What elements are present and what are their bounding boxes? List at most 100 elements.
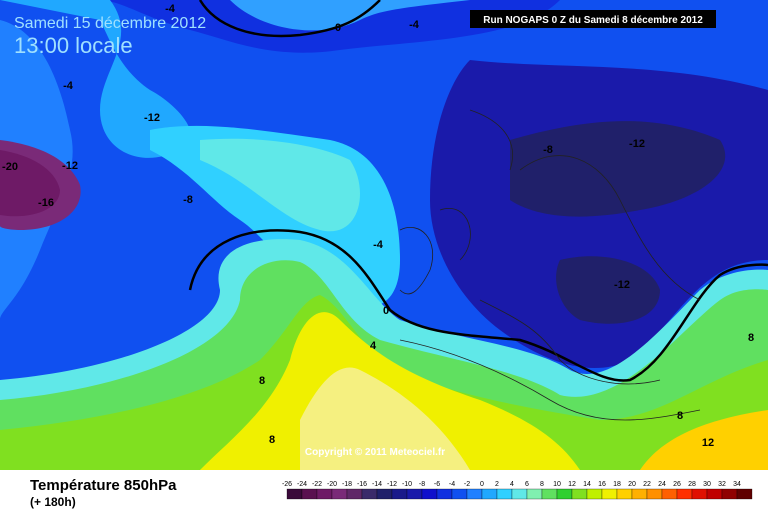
- scale-swatch: [601, 488, 618, 500]
- field-region: [300, 367, 470, 470]
- scale-swatch: [661, 488, 678, 500]
- contour-label: 8: [269, 434, 275, 446]
- scale-label: 22: [643, 481, 651, 488]
- scale-swatch: [361, 488, 378, 500]
- run-info: Run NOGAPS 0 Z du Samedi 8 décembre 2012: [483, 15, 703, 26]
- zero-isotherm: [198, 0, 381, 38]
- contour-label: -8: [183, 194, 193, 206]
- field-region: [510, 121, 726, 217]
- field-region: [200, 138, 360, 232]
- scale-swatch: [406, 488, 423, 500]
- scale-label: -4: [449, 481, 455, 488]
- scale-swatch: [646, 488, 663, 500]
- scale-label: -18: [342, 481, 352, 488]
- scale-label: 34: [733, 481, 741, 488]
- scale-swatch: [496, 488, 513, 500]
- scale-label: -20: [327, 481, 337, 488]
- scale-swatch: [706, 488, 723, 500]
- forecast-date: Samedi 15 décembre 2012: [14, 15, 206, 32]
- contour-label: -20: [2, 161, 18, 173]
- run-box: [470, 10, 716, 28]
- forecast-time: 13:00 locale: [14, 33, 133, 58]
- scale-label: -10: [402, 481, 412, 488]
- contour-label: -12: [614, 279, 630, 291]
- scale-label: -6: [434, 481, 440, 488]
- contour-label: -16: [38, 197, 54, 209]
- scale-label: 24: [658, 481, 666, 488]
- scale-label: -26: [282, 481, 292, 488]
- scale-swatch: [541, 488, 558, 500]
- scale-swatch: [331, 488, 348, 500]
- scale-label: 28: [688, 481, 696, 488]
- scale-swatch: [586, 488, 603, 500]
- contour-label: -12: [144, 112, 160, 124]
- scale-label: 8: [540, 481, 544, 488]
- scale-label: 26: [673, 481, 681, 488]
- contour-label: 12: [702, 437, 714, 449]
- contour-label: -4: [373, 239, 384, 251]
- contour-label: 0: [383, 305, 389, 317]
- scale-swatch: [676, 488, 693, 500]
- scale-label: -12: [387, 481, 397, 488]
- contour-label: -4: [63, 80, 74, 92]
- field-region: [640, 410, 768, 470]
- field-region: [556, 256, 660, 324]
- contour-label: 8: [259, 375, 265, 387]
- scale-swatch: [631, 488, 648, 500]
- scale-label: -24: [297, 481, 307, 488]
- scale-swatch: [421, 488, 438, 500]
- contour-label: -8: [543, 144, 553, 156]
- scale-swatch: [736, 488, 753, 500]
- field-title: Température 850hPa: [30, 477, 177, 494]
- scale-label: -16: [357, 481, 367, 488]
- forecast-range: (+ 180h): [30, 495, 76, 509]
- scale-swatch: [511, 488, 528, 500]
- coastlines: [399, 109, 701, 421]
- scale-swatch: [301, 488, 318, 500]
- contour-label: -4: [165, 3, 176, 15]
- scale-label: 2: [495, 481, 499, 488]
- scale-label: 32: [718, 481, 726, 488]
- scale-swatch: [346, 488, 363, 500]
- field-region: [0, 0, 191, 158]
- scale-swatch: [391, 488, 408, 500]
- scale-swatch: [376, 488, 393, 500]
- copyright: Copyright © 2011 Meteociel.fr: [305, 447, 445, 458]
- scale-label: -8: [419, 481, 425, 488]
- scale-swatch: [466, 488, 483, 500]
- scale-label: 10: [553, 481, 561, 488]
- contour-label: 0: [335, 22, 341, 34]
- contour-label: 8: [748, 332, 754, 344]
- scale-swatch: [316, 488, 333, 500]
- scale-label: 20: [628, 481, 636, 488]
- scale-label: 16: [598, 481, 606, 488]
- scale-label: 14: [583, 481, 591, 488]
- scale-swatch: [616, 488, 633, 500]
- scale-label: -2: [464, 481, 470, 488]
- scale-swatch: [436, 488, 453, 500]
- scale-label: 18: [613, 481, 621, 488]
- scale-swatch: [721, 488, 738, 500]
- scale-label: -22: [312, 481, 322, 488]
- contour-label: -4: [409, 19, 420, 31]
- field-region: [230, 0, 470, 31]
- scale-swatch: [691, 488, 708, 500]
- scale-label: 4: [510, 481, 514, 488]
- scale-swatch: [526, 488, 543, 500]
- scale-label: 30: [703, 481, 711, 488]
- scale-label: 12: [568, 481, 576, 488]
- contour-label: 8: [677, 410, 683, 422]
- scale-swatch: [451, 488, 468, 500]
- zero-isotherm: [188, 229, 768, 382]
- scale-label: 6: [525, 481, 529, 488]
- field-region: [0, 150, 60, 217]
- contour-label: -12: [629, 138, 645, 150]
- scale-swatch: [286, 488, 303, 500]
- scale-swatch: [556, 488, 573, 500]
- scale-label: 0: [480, 481, 484, 488]
- scale-swatch: [571, 488, 588, 500]
- contour-label: -12: [62, 160, 78, 172]
- scale-label: -14: [372, 481, 382, 488]
